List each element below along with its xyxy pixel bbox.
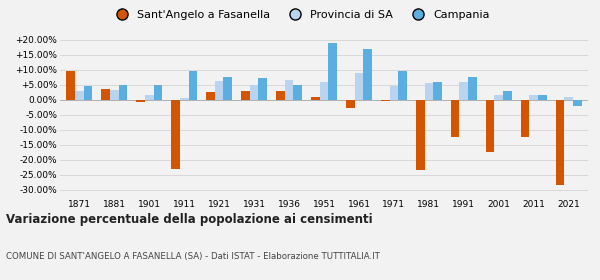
Bar bbox=[101, 89, 110, 100]
Bar bbox=[451, 100, 460, 137]
Bar bbox=[346, 100, 355, 108]
Bar bbox=[293, 85, 302, 100]
Bar bbox=[241, 91, 250, 100]
Bar bbox=[460, 82, 468, 100]
Bar bbox=[154, 85, 162, 100]
Bar bbox=[556, 100, 565, 185]
Bar bbox=[425, 83, 433, 100]
Text: COMUNE DI SANT'ANGELO A FASANELLA (SA) - Dati ISTAT - Elaborazione TUTTITALIA.IT: COMUNE DI SANT'ANGELO A FASANELLA (SA) -… bbox=[6, 252, 380, 261]
Bar bbox=[188, 71, 197, 100]
Bar bbox=[529, 95, 538, 100]
Bar bbox=[206, 92, 215, 100]
Bar bbox=[364, 49, 372, 100]
Bar bbox=[250, 85, 259, 100]
Bar bbox=[284, 80, 293, 100]
Bar bbox=[145, 95, 154, 100]
Bar bbox=[223, 77, 232, 100]
Legend: Sant'Angelo a Fasanella, Provincia di SA, Campania: Sant'Angelo a Fasanella, Provincia di SA… bbox=[106, 6, 494, 24]
Bar bbox=[110, 90, 119, 100]
Bar bbox=[136, 100, 145, 102]
Bar bbox=[389, 86, 398, 100]
Bar bbox=[355, 73, 364, 100]
Bar bbox=[416, 100, 425, 171]
Bar bbox=[503, 91, 512, 100]
Bar bbox=[66, 71, 75, 100]
Bar bbox=[119, 85, 127, 100]
Bar bbox=[320, 82, 328, 100]
Bar bbox=[83, 86, 92, 100]
Bar bbox=[494, 95, 503, 100]
Bar bbox=[468, 77, 477, 100]
Bar bbox=[215, 81, 223, 100]
Text: Variazione percentuale della popolazione ai censimenti: Variazione percentuale della popolazione… bbox=[6, 213, 373, 226]
Bar bbox=[259, 78, 267, 100]
Bar bbox=[565, 97, 573, 100]
Bar bbox=[381, 100, 389, 101]
Bar bbox=[180, 98, 188, 100]
Bar bbox=[171, 100, 180, 169]
Bar bbox=[311, 97, 320, 100]
Bar bbox=[538, 95, 547, 100]
Bar bbox=[521, 100, 529, 137]
Bar bbox=[433, 82, 442, 100]
Bar bbox=[573, 100, 582, 106]
Bar bbox=[328, 43, 337, 100]
Bar bbox=[398, 71, 407, 100]
Bar bbox=[486, 100, 494, 152]
Bar bbox=[276, 91, 284, 100]
Bar bbox=[75, 91, 83, 100]
